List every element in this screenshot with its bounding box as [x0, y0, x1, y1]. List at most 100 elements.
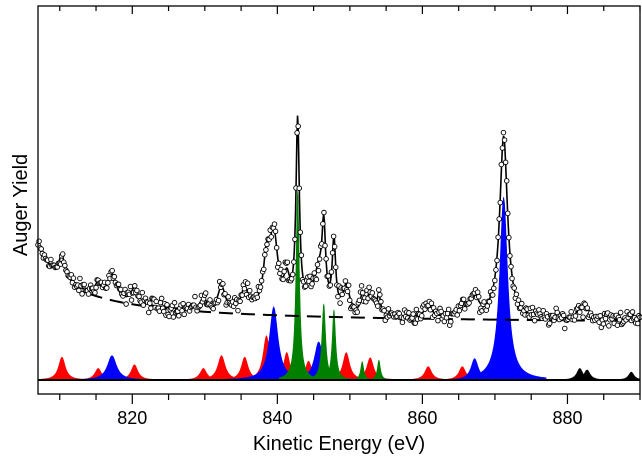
data-point — [235, 307, 241, 314]
data-point — [491, 285, 497, 292]
data-point — [580, 314, 586, 320]
data-point — [419, 313, 425, 319]
data-point — [280, 276, 286, 283]
data-point — [127, 283, 134, 290]
data-point — [321, 209, 327, 216]
data-point — [237, 298, 243, 305]
data-point — [428, 300, 435, 306]
data-point — [147, 300, 153, 306]
data-point — [148, 305, 154, 311]
data-point — [513, 291, 520, 298]
data-point — [136, 293, 142, 300]
data-point — [170, 314, 177, 320]
data-point — [258, 278, 265, 284]
data-point — [448, 318, 454, 325]
data-point — [331, 243, 338, 250]
data-point — [333, 264, 339, 271]
data-point — [264, 241, 270, 248]
data-point — [606, 323, 612, 329]
data-point — [462, 306, 468, 312]
data-point — [474, 289, 481, 296]
data-point — [502, 159, 509, 166]
y-axis-title: Auger Yield — [10, 154, 32, 256]
data-point — [413, 306, 420, 313]
data-point — [296, 185, 302, 191]
data-point — [366, 284, 372, 291]
data-point — [164, 302, 170, 308]
data-point — [445, 306, 452, 313]
data-point — [158, 295, 165, 302]
data-point — [176, 313, 182, 319]
data-point — [79, 291, 85, 297]
data-point — [359, 290, 366, 296]
data-point — [374, 303, 381, 309]
data-point — [562, 325, 568, 332]
data-point — [276, 260, 282, 267]
data-point — [342, 278, 349, 284]
data-point — [412, 320, 419, 326]
data-point — [268, 234, 275, 240]
data-point — [344, 288, 351, 295]
data-point — [311, 270, 318, 276]
data-point — [600, 321, 607, 327]
data-point — [210, 305, 216, 312]
blue-peak-5 — [460, 196, 547, 381]
data-point — [584, 305, 591, 311]
data-point — [506, 234, 512, 241]
black-peak-2 — [554, 369, 620, 381]
data-point — [456, 307, 463, 314]
data-point — [257, 284, 264, 290]
data-point — [358, 283, 365, 289]
data-point — [297, 229, 304, 236]
data-point — [140, 302, 147, 308]
data-point — [134, 287, 140, 294]
data-point — [262, 251, 268, 258]
data-point — [291, 259, 297, 265]
data-point — [356, 297, 363, 304]
data-point — [309, 281, 315, 287]
data-point — [497, 199, 504, 206]
data-point — [554, 309, 560, 316]
data-point — [316, 256, 323, 262]
data-point — [239, 292, 245, 298]
data-point — [476, 293, 482, 300]
data-point — [454, 312, 461, 318]
data-point — [529, 304, 536, 311]
data-point — [105, 279, 111, 286]
data-point — [111, 273, 118, 280]
data-point — [489, 292, 496, 298]
data-point — [302, 283, 309, 289]
data-point — [59, 251, 66, 257]
black-peak-3 — [601, 371, 641, 381]
data-point — [320, 221, 326, 227]
data-point — [313, 276, 320, 283]
data-point — [247, 287, 253, 294]
data-point — [325, 273, 332, 279]
data-point — [261, 266, 267, 273]
data-point — [298, 252, 305, 258]
data-point — [508, 263, 514, 270]
data-point — [330, 233, 337, 240]
data-point — [329, 250, 336, 256]
data-point — [496, 216, 502, 222]
data-point — [577, 309, 583, 315]
data-point — [629, 309, 636, 315]
data-point — [225, 294, 232, 300]
data-point — [519, 300, 525, 307]
x-axis-title: Kinetic Energy (eV) — [253, 433, 425, 455]
data-point — [38, 246, 44, 252]
data-point — [115, 281, 122, 288]
data-point — [443, 315, 450, 321]
data-point — [435, 317, 441, 324]
data-point — [498, 161, 505, 168]
data-point — [131, 283, 138, 289]
data-point — [292, 236, 298, 243]
data-point — [244, 280, 251, 286]
data-point — [572, 313, 579, 319]
data-point — [376, 287, 382, 293]
data-point — [139, 289, 146, 296]
data-point — [511, 285, 517, 291]
data-point — [546, 320, 553, 327]
